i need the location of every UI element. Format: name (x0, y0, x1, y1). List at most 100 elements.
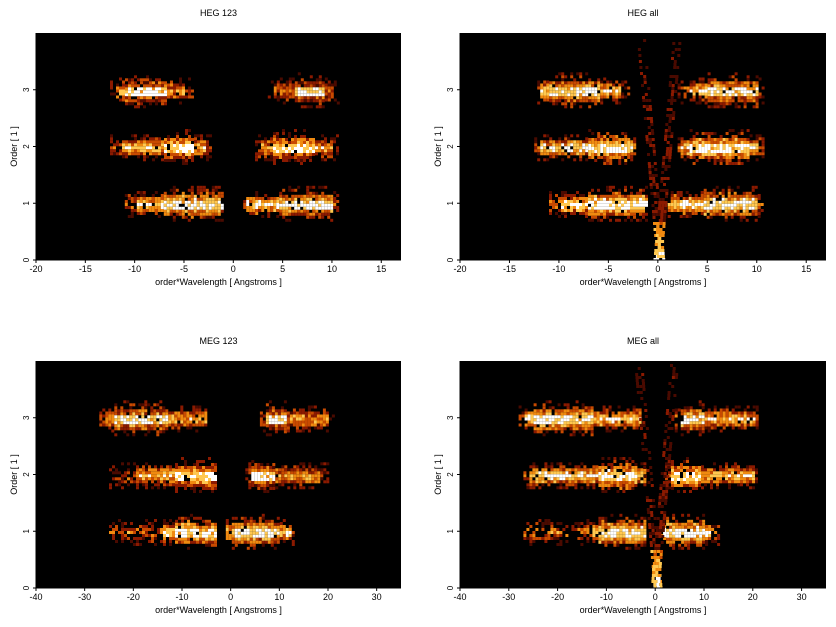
heatmap-cell (297, 150, 300, 153)
heatmap-cell (604, 519, 608, 523)
heatmap-cell (319, 426, 323, 430)
heatmap-cell (737, 141, 741, 144)
heatmap-cell (144, 424, 148, 428)
heatmap-cell (607, 522, 611, 526)
heatmap-cell (181, 525, 184, 529)
heatmap-cell (668, 480, 671, 484)
heatmap-cell (161, 96, 164, 100)
heatmap-cell (692, 89, 696, 93)
heatmap-cell (624, 132, 628, 135)
heatmap-cell (743, 81, 747, 85)
heatmap-cell (309, 105, 313, 109)
heatmap-cell (740, 468, 743, 472)
heatmap-cell (706, 200, 710, 204)
heatmap-cell (199, 194, 203, 198)
heatmap-cell (541, 537, 545, 540)
heatmap-cell (573, 99, 577, 103)
heatmap-cell (276, 528, 280, 532)
heatmap-cell (166, 483, 169, 487)
heatmap-cell (184, 215, 188, 219)
heatmap-cell (742, 203, 746, 207)
heatmap-cell (683, 149, 687, 153)
heatmap-cell (117, 418, 121, 422)
heatmap-cell (719, 156, 723, 159)
heatmap-cell (633, 206, 636, 210)
heatmap-cell (271, 406, 275, 410)
heatmap-cell (116, 95, 119, 99)
heatmap-cell (193, 478, 196, 481)
heatmap-cell (275, 480, 279, 484)
heatmap-cell (266, 469, 270, 472)
heatmap-cell (113, 149, 116, 153)
heatmap-cell (595, 528, 599, 531)
heatmap-cell (293, 465, 297, 469)
heatmap-cell (208, 466, 211, 469)
heatmap-cell (172, 468, 175, 472)
heatmap-cell (586, 480, 590, 484)
heatmap-cell (583, 477, 587, 481)
heatmap-cell (682, 200, 686, 203)
heatmap-cell (154, 200, 158, 203)
heatmap-cell (152, 149, 155, 153)
heatmap-cell (121, 486, 124, 490)
heatmap-cell (262, 414, 266, 418)
heatmap-cell (576, 209, 579, 212)
heatmap-cell (187, 528, 190, 532)
heatmap-cell (613, 472, 617, 475)
heatmap-cell (713, 156, 717, 159)
heatmap-cell (163, 194, 167, 198)
heatmap-cell (727, 188, 731, 192)
heatmap-cell (273, 537, 277, 541)
heatmap-cell (642, 105, 646, 108)
heatmap-cell (246, 209, 250, 212)
heatmap-cell (175, 540, 178, 544)
heatmap-cell (139, 212, 143, 215)
heatmap-cell (143, 146, 146, 150)
heatmap-cell (152, 87, 155, 91)
heatmap-cell (616, 540, 620, 544)
heatmap-cell (749, 471, 752, 475)
heatmap-cell (278, 474, 282, 478)
heatmap-cell (624, 135, 628, 138)
heatmap-cell (733, 197, 737, 201)
heatmap-cell (288, 185, 292, 189)
heatmap-cell (619, 534, 623, 538)
heatmap-cell (607, 537, 611, 541)
heatmap-cell (579, 158, 583, 162)
heatmap-cell (142, 474, 145, 478)
heatmap-cell (145, 477, 148, 481)
heatmap-cell (592, 468, 596, 472)
heatmap-cell (167, 83, 170, 87)
heatmap-cell (746, 144, 750, 147)
heatmap-cell (155, 140, 158, 144)
heatmap-cell (267, 149, 270, 153)
heatmap-cell (603, 162, 607, 165)
heatmap-cell (121, 534, 124, 537)
heatmap-cell (618, 159, 622, 162)
heatmap-cell (260, 487, 264, 490)
heatmap-cell (183, 411, 187, 415)
heatmap-cell (135, 418, 139, 422)
heatmap-cell (718, 212, 722, 216)
heatmap-cell (283, 415, 287, 419)
heatmap-cell (176, 132, 179, 135)
heatmap-cell (761, 149, 765, 153)
heatmap-cell (671, 466, 674, 469)
heatmap-cell (136, 483, 139, 487)
heatmap-cell (743, 96, 747, 100)
heatmap-cell (630, 212, 633, 216)
heatmap-cell (628, 537, 632, 541)
heatmap-cell (692, 478, 695, 481)
heatmap-cell (722, 150, 726, 153)
heatmap-cell (204, 417, 208, 421)
heatmap-cell (151, 474, 154, 478)
heatmap-cell (148, 209, 152, 212)
heatmap-cell (184, 463, 187, 466)
heatmap-cell (740, 81, 744, 85)
heatmap-cell (170, 156, 173, 159)
heatmap-cell (543, 158, 547, 162)
heatmap-cell (669, 528, 673, 532)
heatmap-cell (149, 78, 152, 82)
heatmap-cell (672, 522, 676, 526)
heatmap-cell (634, 484, 638, 487)
